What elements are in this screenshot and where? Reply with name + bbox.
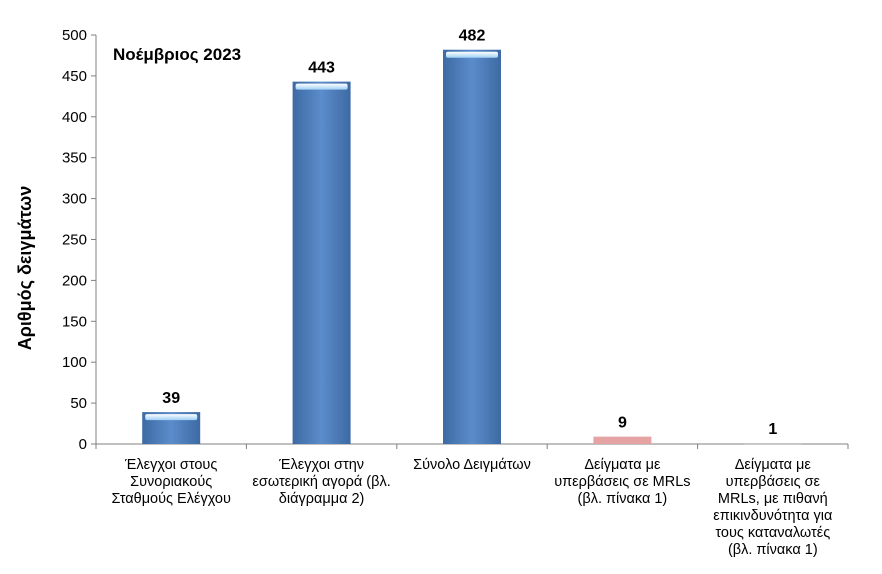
bar-body [743, 443, 802, 445]
bar-highlight [145, 414, 198, 421]
x-tick-label: Σύνολο Δειγμάτων [413, 457, 531, 473]
y-tick-label: 300 [62, 191, 87, 208]
bar-4 [593, 436, 652, 444]
y-tick-label: 200 [62, 272, 87, 289]
data-label: 39 [162, 390, 180, 407]
y-axis-label: Αριθμός δειγμάτων [15, 186, 35, 351]
y-tick-label: 0 [79, 436, 87, 453]
bar-body [443, 49, 501, 444]
y-tick-label: 400 [62, 109, 87, 126]
bar-highlight [446, 51, 498, 58]
x-tick-label: Δείγματα με υπερβάσεις σε MRLs (βλ. πίνα… [554, 457, 691, 507]
y-tick-label: 500 [62, 27, 87, 44]
x-tick-label: Έλεγχοι στους Συνοριακούς Σταθμούς Ελέγχ… [111, 457, 231, 507]
bar-5 [743, 443, 802, 445]
y-tick-label: 450 [62, 68, 87, 85]
bar-body [593, 436, 652, 444]
data-label: 1 [768, 421, 777, 438]
y-tick-label: 150 [62, 313, 87, 330]
bar-1 [142, 412, 201, 444]
x-tick-label: Έλεγχοι στην εσωτερική αγορά (βλ. διάγρα… [252, 457, 391, 507]
chart-title: Νοέμβριος 2023 [113, 45, 241, 64]
bar-3 [443, 49, 501, 444]
bar-body [292, 81, 351, 444]
data-label: 482 [459, 28, 486, 45]
y-tick-label: 250 [62, 232, 87, 249]
y-tick-label: 100 [62, 354, 87, 371]
x-tick-label: Δείγματα με υπερβάσεις σε MRLs, με πιθαν… [713, 457, 833, 558]
data-label: 9 [618, 415, 627, 432]
bar-2 [292, 81, 351, 444]
data-label: 443 [308, 60, 335, 77]
bar-highlight [295, 83, 348, 90]
y-tick-label: 50 [70, 395, 87, 412]
y-tick-label: 350 [62, 150, 87, 167]
